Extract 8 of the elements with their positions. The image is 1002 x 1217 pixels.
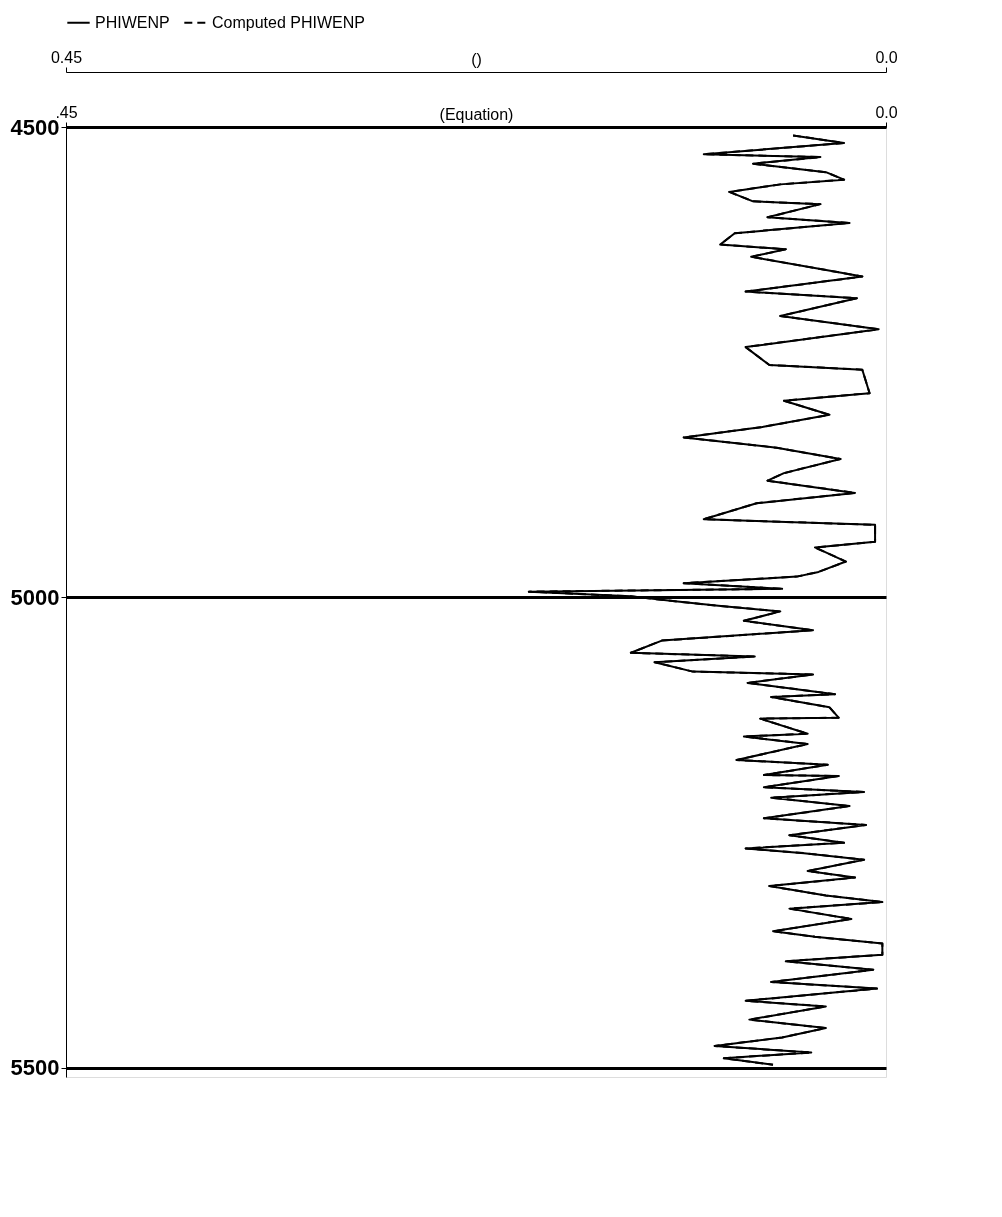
y-tick-label: 5000 — [10, 584, 60, 610]
x2-tick-label: 0.0 — [875, 103, 898, 121]
x2-axis-title: (Equation) — [439, 105, 514, 123]
x-axis-title: () — [471, 50, 482, 68]
x-tick-label: 0.45 — [50, 48, 83, 66]
legend-label: PHIWENP — [95, 13, 170, 31]
legend-label: Computed PHIWENP — [212, 13, 365, 31]
y-tick-label: 5500 — [10, 1055, 60, 1081]
